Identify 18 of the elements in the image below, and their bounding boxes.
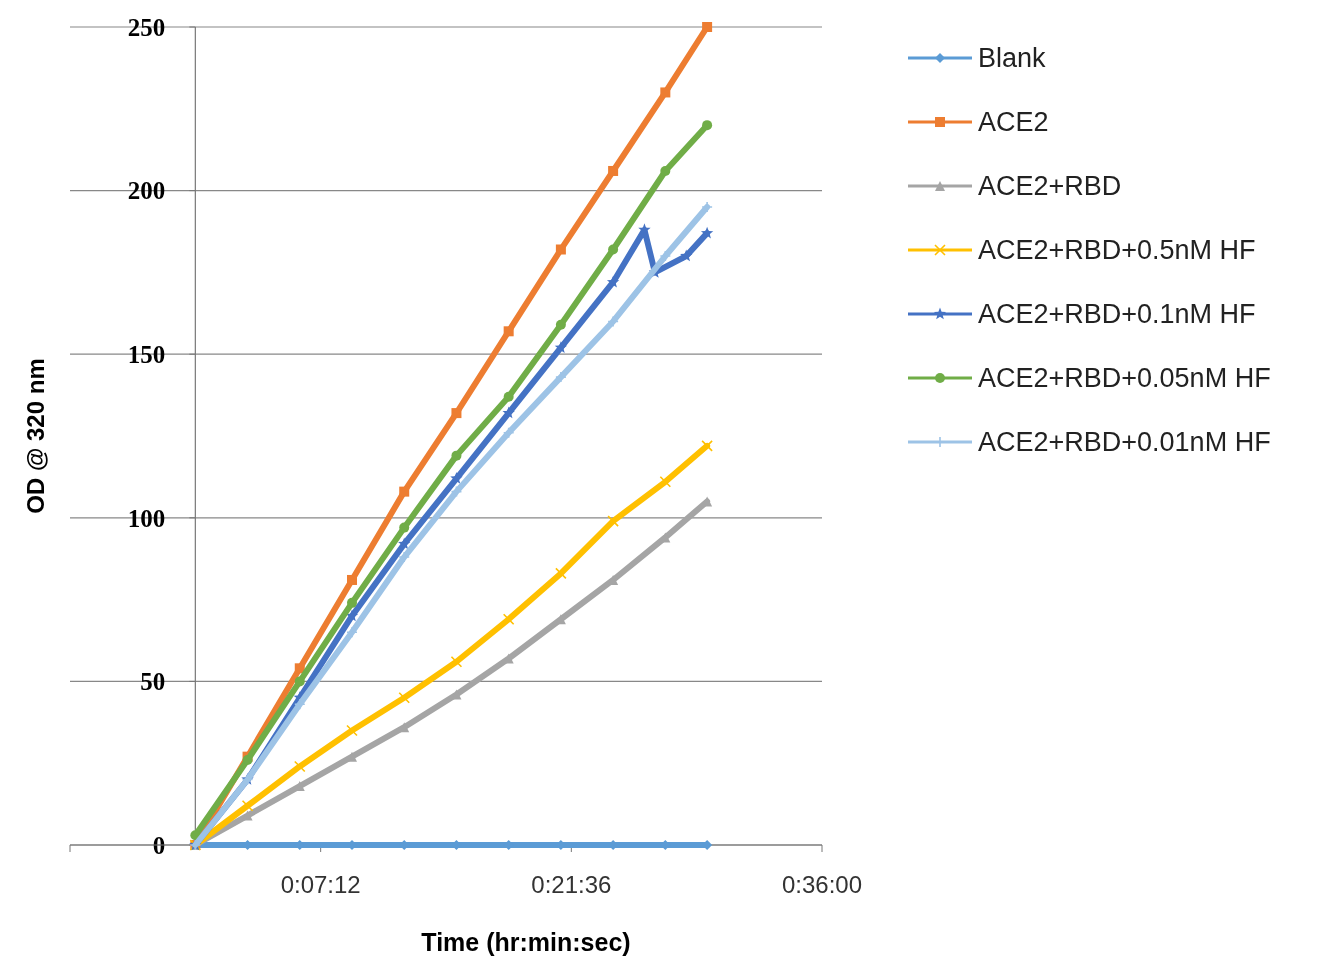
x-tick-label: 0:07:12 (280, 871, 361, 898)
legend-label: ACE2 (978, 107, 1049, 138)
legend-label: ACE2+RBD+0.01nM HF (978, 427, 1271, 458)
legend-label: ACE2+RBD (978, 171, 1122, 202)
legend-label: ACE2+RBD+0.05nM HF (978, 363, 1271, 394)
legend-label: ACE2+RBD+0.5nM HF (978, 235, 1256, 266)
legend-label: Blank (978, 43, 1047, 74)
y-tick-label: 0 (152, 831, 166, 859)
y-tick-label: 100 (127, 504, 166, 532)
legend-label: ACE2+RBD+0.1nM HF (978, 299, 1256, 330)
y-tick-label: 150 (127, 340, 166, 368)
y-tick-label: 200 (127, 177, 166, 205)
x-axis-title: Time (hr:min:sec) (421, 928, 631, 956)
x-tick-label: 0:36:00 (781, 871, 863, 898)
y-tick-label: 250 (127, 13, 166, 41)
y-axis-title: OD @ 320 nm (22, 358, 49, 514)
y-tick-label: 50 (140, 668, 166, 696)
x-tick-label: 0:21:36 (531, 871, 612, 898)
